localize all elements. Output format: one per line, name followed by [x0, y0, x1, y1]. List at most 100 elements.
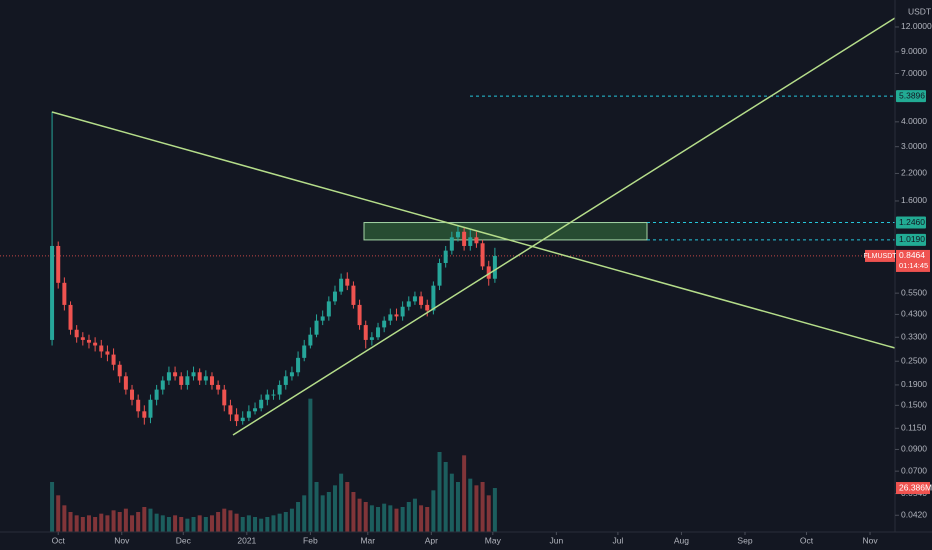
candle-body — [99, 345, 104, 352]
y-tick-label: 3.0000 — [901, 141, 927, 151]
volume-bar — [308, 398, 313, 532]
volume-bar — [332, 485, 337, 532]
y-tick-label: 4.0000 — [901, 116, 927, 126]
volume-bar — [277, 513, 282, 532]
volume-bar — [142, 507, 147, 532]
trend-line-down — [51, 111, 896, 349]
volume-bar — [271, 515, 276, 532]
y-tick-label: 0.3300 — [901, 332, 927, 342]
candle-body — [253, 408, 258, 412]
volume-bar — [123, 508, 128, 532]
volume-bar — [419, 505, 424, 532]
x-tick-label: Mar — [360, 535, 375, 545]
level-tag — [896, 90, 926, 103]
candle-body — [326, 301, 331, 317]
candle-body — [320, 316, 325, 321]
volume-bar — [74, 515, 79, 532]
level-tag-label: 1.0190 — [899, 234, 925, 244]
volume-bar — [50, 482, 55, 532]
candle-body — [406, 301, 411, 307]
candle-body — [222, 389, 227, 406]
y-tick-label: 0.0700 — [901, 465, 927, 475]
candle-body — [388, 314, 393, 321]
candle-body — [160, 380, 165, 390]
candle-body — [216, 384, 221, 390]
candle-body — [203, 376, 208, 381]
candle-body — [289, 372, 294, 377]
axis-layer: 12.0000 9.0000 7.0000 4.0000 3.0000 2.2000 1.6… — [52, 21, 932, 545]
volume-bar — [486, 495, 491, 532]
y-tick-label: 1.6000 — [901, 195, 927, 205]
volume-bar — [314, 482, 319, 532]
volume-bar — [443, 462, 448, 532]
y-tick-label: 0.0900 — [901, 444, 927, 454]
candle-body — [62, 282, 67, 305]
volume-bar — [216, 512, 221, 532]
candle-body — [437, 262, 442, 286]
candle-body — [105, 351, 110, 355]
volume-bar — [388, 505, 393, 532]
countdown-label: 01:14:45 — [899, 261, 928, 270]
x-tick-label: Jul — [612, 535, 623, 545]
candle-body — [228, 405, 233, 415]
candle-body — [209, 376, 214, 385]
candle-body — [382, 320, 387, 328]
trend-line-up — [232, 17, 896, 436]
supply-zone — [363, 222, 648, 241]
volume-bar — [437, 452, 442, 532]
volume-bar — [412, 498, 417, 532]
volume-bar — [191, 517, 196, 532]
candle-body — [80, 337, 85, 340]
volume-bar — [462, 455, 467, 532]
candle-body — [240, 417, 245, 422]
candle-body — [332, 291, 337, 302]
candle-body — [148, 399, 153, 418]
y-tick-label: 0.1150 — [901, 423, 927, 433]
volume-bar — [363, 502, 368, 532]
candle-body — [56, 245, 61, 283]
candle-body — [474, 237, 479, 244]
volume-bar — [173, 515, 178, 532]
volume-bar — [160, 515, 165, 532]
volume-bar — [203, 517, 208, 532]
volume-tag — [896, 482, 930, 495]
volume-bar — [93, 517, 98, 532]
candle-body — [259, 399, 264, 409]
y-tick-label: 0.1900 — [901, 379, 927, 389]
volume-bar — [474, 485, 479, 532]
volume-bar — [289, 508, 294, 532]
currency-label: USDT — [908, 6, 931, 16]
candle-body — [486, 266, 491, 279]
x-tick-label: May — [485, 535, 502, 545]
volume-bar — [480, 482, 485, 532]
volume-bar — [56, 495, 61, 532]
candle-body — [462, 231, 467, 246]
volume-bar — [105, 515, 110, 532]
volume-bar — [185, 518, 190, 532]
volume-bar — [197, 515, 202, 532]
candle-body — [117, 364, 122, 377]
candle-body — [419, 296, 424, 305]
candle-body — [369, 337, 374, 340]
x-tick-label: Nov — [862, 535, 878, 545]
candle-body — [283, 376, 288, 385]
volume-tag-label: 26.386M — [899, 482, 932, 492]
candle-body — [345, 278, 350, 286]
y-tick-label: 0.5500 — [901, 287, 927, 297]
x-tick-label: Apr — [425, 535, 438, 545]
candle-body — [185, 376, 190, 385]
candle-body — [443, 250, 448, 263]
volume-bar — [62, 505, 67, 532]
volume-bar — [246, 515, 251, 532]
x-tick-label: Jun — [550, 535, 564, 545]
candle-body — [339, 278, 344, 292]
level-tag — [896, 216, 926, 229]
candle-body — [394, 314, 399, 317]
volume-bar — [326, 492, 331, 532]
candle-body — [142, 411, 147, 418]
volume-bar — [492, 488, 497, 532]
candle-body — [492, 255, 497, 279]
last-price-label: 0.8464 — [899, 250, 925, 260]
x-tick-label: Nov — [114, 535, 130, 545]
volume-bar — [234, 513, 239, 532]
